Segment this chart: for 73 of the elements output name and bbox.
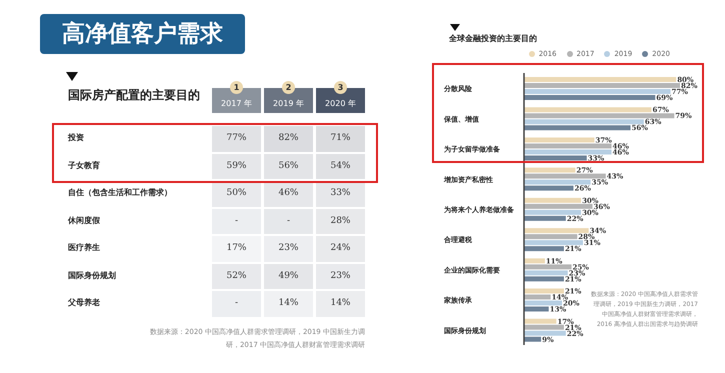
bar [524, 137, 594, 142]
bar [524, 294, 551, 300]
data-label: 17% [212, 236, 261, 262]
text: 2 [282, 81, 295, 94]
bar [524, 119, 644, 124]
data-label: 59% [212, 154, 261, 179]
data-label: 33% [316, 181, 365, 206]
y-tick-label: 国际身份规划 [68, 270, 119, 280]
text: 3 [334, 81, 347, 94]
data-label: 50% [212, 181, 261, 206]
chart-title: 全球金融投资的主要目的 [449, 33, 537, 44]
bar [524, 330, 566, 336]
data-label: 82% [264, 126, 313, 152]
bar [524, 270, 568, 276]
bar [524, 234, 578, 240]
y-tick-label: 医疗养生 [68, 242, 103, 253]
data-label: 77% [212, 126, 261, 152]
chart-subtitle: 国际房产配置的主要目的 [68, 87, 200, 104]
bar [524, 216, 566, 221]
bar [524, 276, 564, 282]
bar [524, 113, 674, 118]
data-label: 49% [264, 264, 313, 289]
bar [524, 149, 612, 154]
data-label: 54% [316, 154, 365, 179]
bar [524, 95, 656, 100]
bar [524, 210, 582, 215]
bar [524, 107, 652, 112]
bar [524, 198, 582, 203]
bar [524, 77, 676, 82]
text: - [234, 298, 238, 308]
data-label: 71% [316, 126, 365, 152]
data-label: 52% [212, 264, 261, 289]
data-label: 56% [264, 154, 313, 179]
bar [524, 89, 670, 94]
data-label: 24% [316, 236, 365, 262]
bar [524, 83, 680, 88]
bar [524, 174, 606, 179]
bar [524, 125, 631, 130]
y-tick-label: 自住（包含生活和工作需求） [68, 187, 175, 198]
y-tick-label: 父母养老 [68, 297, 103, 308]
bar [524, 306, 549, 312]
data-label: 14% [264, 291, 313, 316]
bar [524, 143, 612, 148]
bar [524, 240, 583, 246]
y-tick-label: 休闲度假 [68, 214, 103, 226]
text: 1 [230, 81, 243, 94]
bar [524, 300, 562, 306]
bar [524, 264, 572, 270]
bar [524, 228, 589, 234]
bar [524, 336, 542, 342]
data-label: 23% [264, 236, 313, 262]
bar [524, 246, 564, 252]
bar [524, 186, 574, 191]
data-label: 23% [316, 264, 365, 289]
data-label: 14% [316, 291, 365, 316]
bar [524, 204, 592, 209]
bar [524, 288, 564, 294]
data-label: 28% [316, 208, 365, 234]
bar [524, 180, 591, 185]
bar [524, 324, 564, 330]
bar [524, 318, 556, 324]
chart-title: 高净值客户需求 [40, 14, 245, 54]
bar [524, 168, 576, 173]
bar [524, 258, 545, 264]
text: - [234, 216, 238, 226]
x-tick-label: 2020 年 [325, 99, 356, 108]
x-tick-label: 2019 年 [273, 99, 304, 108]
data-label: 46% [264, 181, 313, 206]
y-tick-label: 子女教育 [68, 160, 103, 170]
text: - [286, 216, 290, 226]
y-tick-label: 投资 [68, 132, 87, 143]
x-tick-label: 2017 年 [221, 99, 252, 108]
bar [524, 155, 587, 160]
